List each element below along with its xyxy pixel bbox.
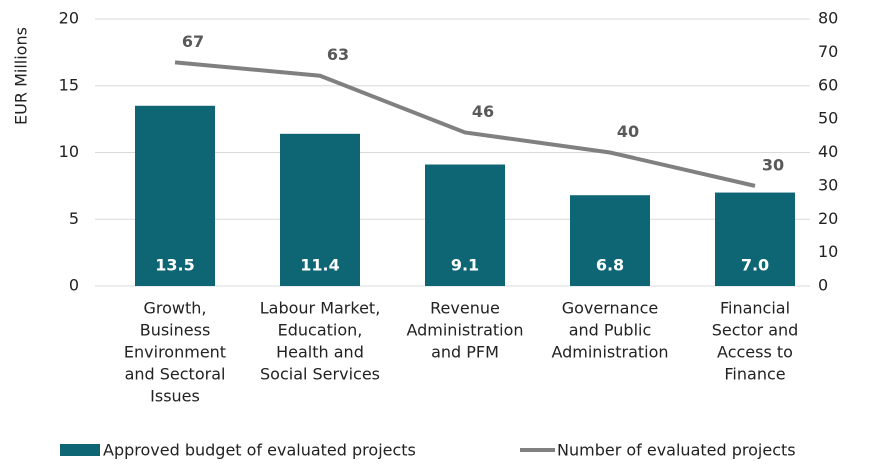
line <box>174 60 756 188</box>
legend-label: Number of evaluated projects <box>557 441 796 460</box>
y2-tick-label: 50 <box>818 109 838 128</box>
y2-tick-label: 60 <box>818 75 838 94</box>
y-axis-title: EUR Millions <box>12 27 31 125</box>
line-value-label: 67 <box>182 32 204 51</box>
x-tick-label: and PFM <box>431 343 499 362</box>
y-tick-label: 20 <box>59 9 79 28</box>
line-value-label: 46 <box>472 102 494 121</box>
y-tick-label: 10 <box>59 142 79 161</box>
x-tick-label: and Sectoral <box>125 365 226 384</box>
line-value-label: 30 <box>762 155 784 174</box>
y2-tick-label: 70 <box>818 42 838 61</box>
legend-label: Approved budget of evaluated projects <box>103 441 416 460</box>
bar-value-label: 6.8 <box>596 256 624 275</box>
bar-value-label: 7.0 <box>741 256 769 275</box>
x-tick-label: Finance <box>724 365 785 384</box>
legend-swatch <box>60 444 100 456</box>
line-value-label: 40 <box>617 122 639 141</box>
x-tick-label: Sector and <box>712 321 799 340</box>
x-tick-label: Financial <box>720 299 790 318</box>
x-tick-label: Education, <box>278 321 363 340</box>
x-tick-label: Governance <box>562 299 659 318</box>
x-tick-label: Growth, <box>144 299 207 318</box>
x-tick-label: Social Services <box>260 365 380 384</box>
x-tick-label: Access to <box>717 343 793 362</box>
x-tick-label: Issues <box>150 387 200 406</box>
bar <box>425 164 505 286</box>
x-tick-label: Environment <box>124 343 226 362</box>
bar-value-label: 9.1 <box>451 256 479 275</box>
x-tick-label: Health and <box>276 343 364 362</box>
bar <box>570 195 650 286</box>
bar-value-label: 11.4 <box>300 256 339 275</box>
y-tick-label: 15 <box>59 75 79 94</box>
bar <box>280 133 360 286</box>
line-value-label: 63 <box>327 45 349 64</box>
y2-tick-label: 20 <box>818 209 838 228</box>
x-tick-label: Labour Market, <box>260 299 381 318</box>
x-tick-label: and Public <box>569 321 652 340</box>
x-tick-label: Business <box>140 321 211 340</box>
y2-tick-label: 40 <box>818 142 838 161</box>
x-tick-label: Administration <box>551 343 668 362</box>
bar <box>135 105 215 287</box>
y2-tick-label: 0 <box>818 276 828 295</box>
y2-tick-label: 30 <box>818 175 838 194</box>
y2-tick-label: 10 <box>818 242 838 261</box>
bar-value-label: 13.5 <box>155 256 194 275</box>
x-tick-label: Administration <box>406 321 523 340</box>
x-tick-label: Revenue <box>430 299 500 318</box>
bar <box>715 192 795 286</box>
y-tick-label: 0 <box>69 276 79 295</box>
y-tick-label: 5 <box>69 209 79 228</box>
y2-tick-label: 80 <box>818 9 838 28</box>
